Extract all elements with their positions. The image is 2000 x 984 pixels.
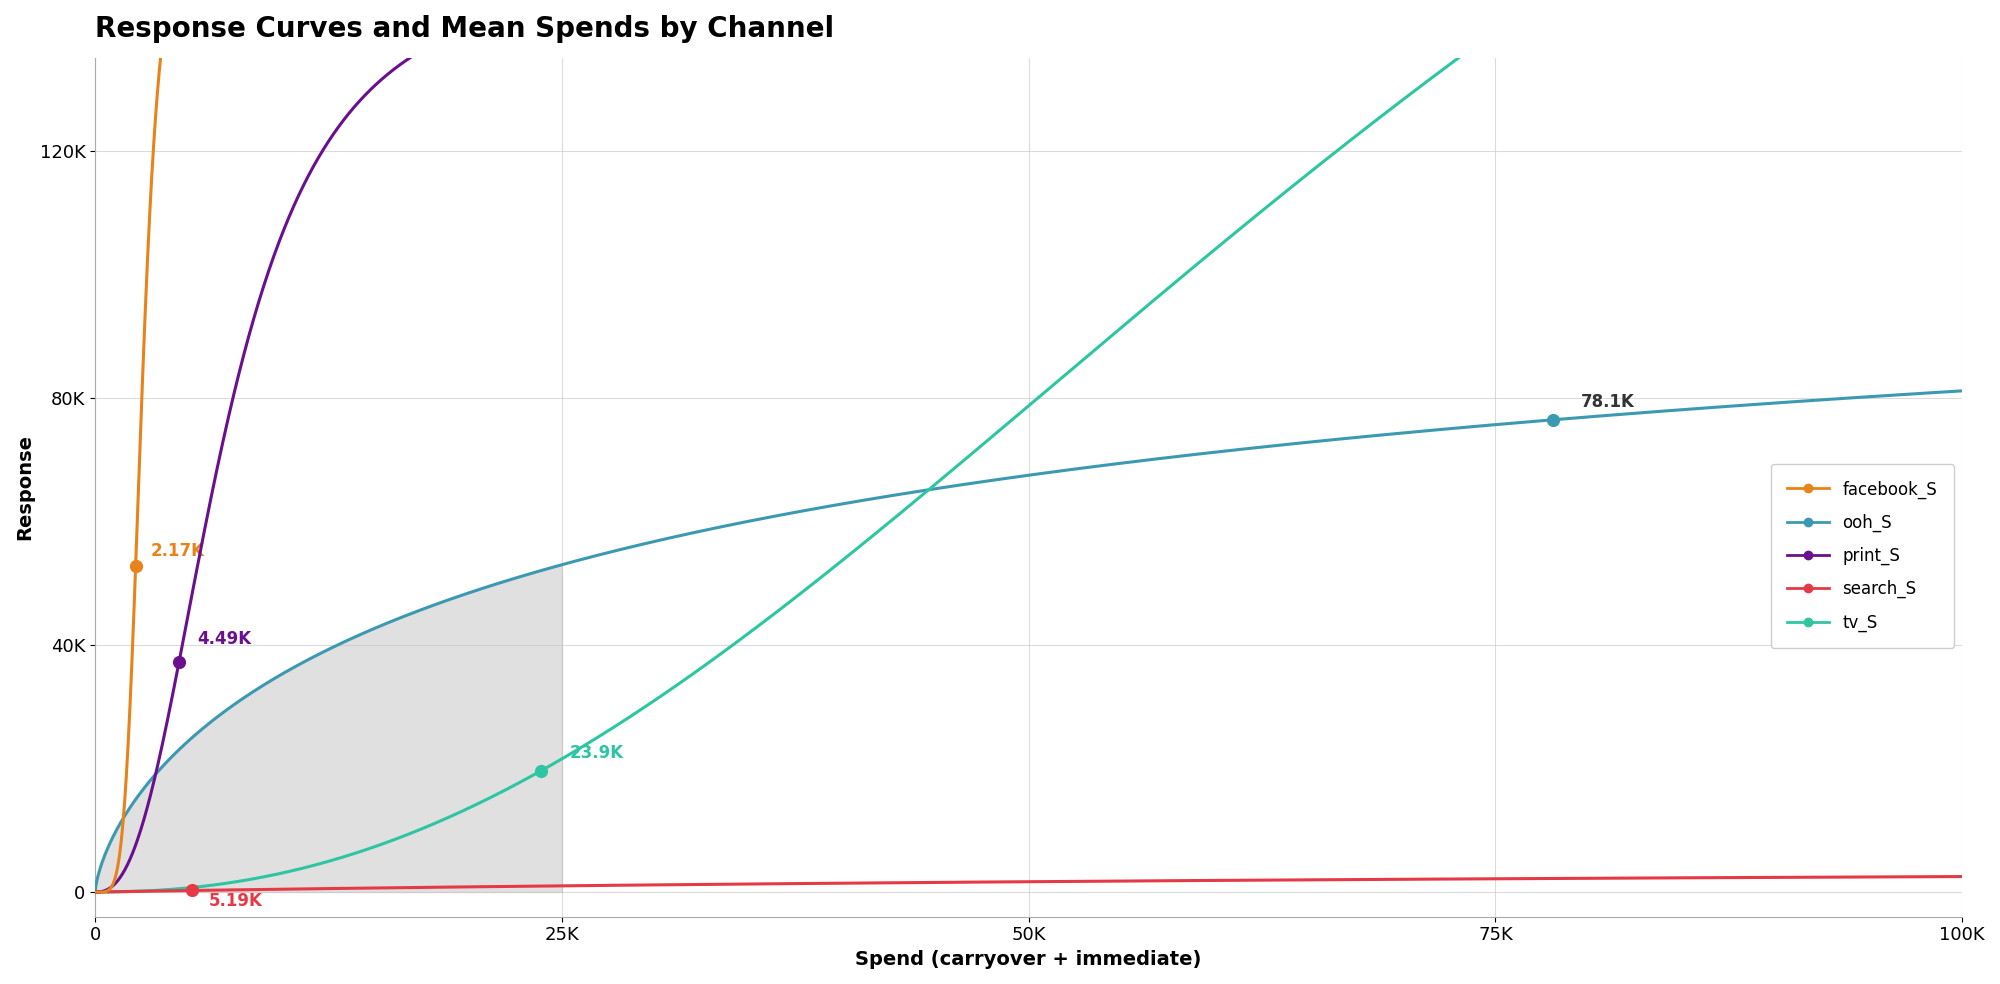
Point	[176, 883, 208, 898]
Text: Response Curves and Mean Spends by Channel: Response Curves and Mean Spends by Chann…	[96, 15, 834, 43]
Point	[162, 654, 194, 670]
Text: 23.9K: 23.9K	[570, 744, 624, 763]
Text: 2.17K: 2.17K	[150, 542, 204, 561]
X-axis label: Spend (carryover + immediate): Spend (carryover + immediate)	[856, 950, 1202, 969]
Text: 4.49K: 4.49K	[198, 630, 252, 647]
Legend: facebook_S, ooh_S, print_S, search_S, tv_S: facebook_S, ooh_S, print_S, search_S, tv…	[1770, 463, 1954, 648]
Text: 78.1K: 78.1K	[1582, 394, 1636, 411]
Point	[120, 558, 152, 574]
Point	[526, 763, 558, 778]
Text: 5.19K: 5.19K	[208, 892, 262, 910]
Point	[1538, 412, 1570, 428]
Y-axis label: Response: Response	[14, 434, 34, 540]
